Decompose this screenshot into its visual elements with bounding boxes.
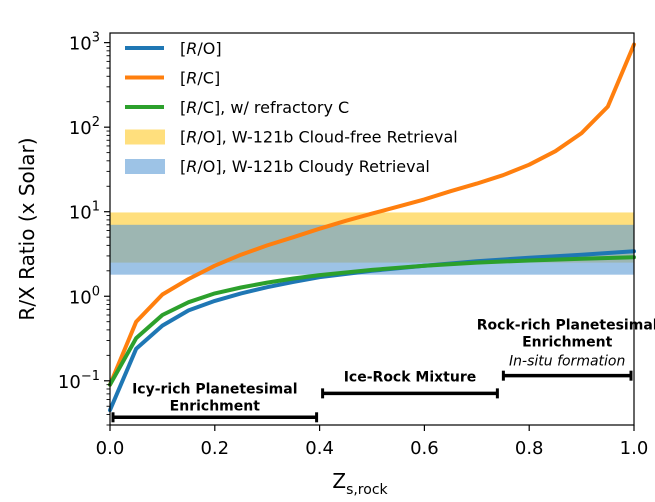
legend-label-1: [R/C]	[180, 69, 220, 88]
x-tick-label-5: 1.0	[620, 438, 649, 459]
y-tick-label-2: 101	[69, 200, 100, 224]
region-label-0-0: Icy-rich Planetesimal	[132, 381, 297, 397]
x-tick-label-4: 0.8	[515, 438, 544, 459]
x-tick-label-0: 0.0	[96, 438, 125, 459]
series-line-0	[108, 249, 636, 413]
series-lines	[108, 42, 636, 413]
y-axis-label: R/X Ratio (x Solar)	[15, 137, 39, 320]
legend-swatch-4	[125, 159, 165, 174]
x-axis-label: Zs,rock	[332, 469, 388, 498]
legend-label-2: [R/C], w/ refractory C	[180, 98, 349, 117]
region-label-2-0: Rock-rich Planetesimal	[477, 318, 655, 334]
x-tick-label-2: 0.4	[305, 438, 334, 459]
series-line-1	[108, 42, 636, 387]
region-label-1-0: Ice-Rock Mixture	[344, 369, 477, 385]
legend-label-0: [R/O]	[180, 39, 222, 58]
y-tick-label-0: 10−1	[58, 369, 100, 393]
region-annotations: Icy-rich PlanetesimalEnrichmentIce-Rock …	[111, 318, 655, 423]
legend: [R/O] [R/C] [R/C], w/ refractory C [R/O], W…	[125, 39, 458, 176]
x-tick-label-1: 0.2	[200, 438, 229, 459]
legend-label-3: [R/O], W-121b Cloud-free Retrieval	[180, 128, 458, 147]
region-label-0-1: Enrichment	[170, 398, 261, 414]
y-tick-label-1: 100	[69, 284, 100, 308]
axis-ticks: 0.0 0.2 0.4 0.6 0.8 1.0 10−1 100 101 102 103	[58, 31, 648, 459]
y-tick-label-3: 102	[69, 115, 100, 139]
region-label-2-1: Enrichment	[522, 335, 613, 351]
plot-frame	[109, 32, 635, 426]
x-tick-label-3: 0.6	[410, 438, 439, 459]
legend-swatch-3	[125, 129, 165, 145]
retrieval-bands	[110, 212, 634, 275]
legend-label-4: [R/O], W-121b Cloudy Retrieval	[180, 157, 430, 176]
band-1	[110, 224, 634, 275]
region-sublabel-2: In-situ formation	[509, 354, 625, 370]
series-line-2	[108, 255, 636, 387]
y-tick-label-4: 103	[69, 31, 100, 55]
